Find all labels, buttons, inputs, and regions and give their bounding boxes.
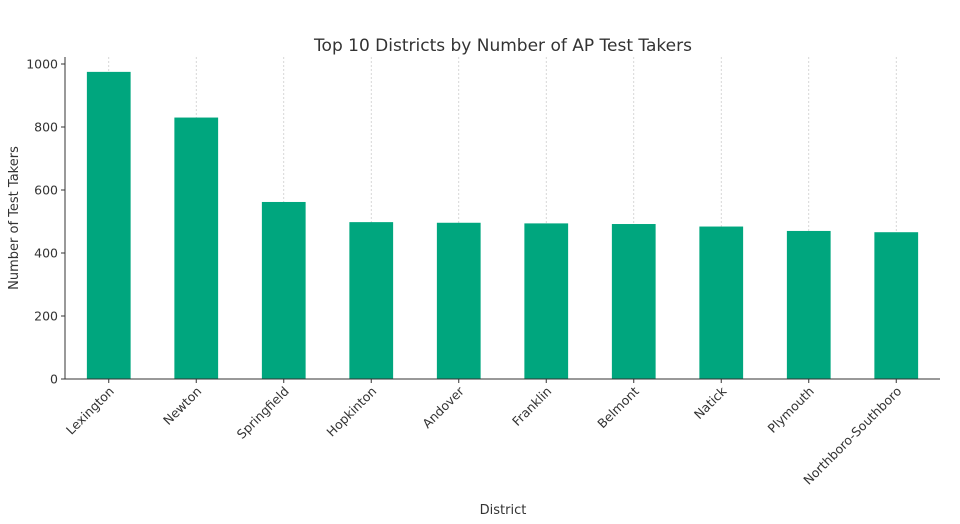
bar-natick [699, 226, 744, 379]
x-tick-label: Hopkinton [323, 384, 379, 440]
bar-franklin [524, 223, 569, 379]
x-tick-label: Lexington [63, 384, 117, 438]
bar-hopkinton [349, 222, 394, 379]
x-tick-label: Springfield [234, 384, 292, 442]
gridlines [108, 57, 897, 379]
bar-plymouth [786, 230, 831, 379]
bar-newton [174, 117, 219, 380]
y-tick-label: 600 [34, 183, 58, 198]
bar-northboro-southboro [874, 232, 919, 379]
bar-lexington [86, 71, 131, 379]
x-tick-label: Newton [160, 384, 204, 428]
bars [86, 71, 919, 380]
x-tick-label: Belmont [594, 383, 642, 431]
y-tick-label: 800 [34, 120, 58, 135]
y-tick-label: 200 [34, 309, 58, 324]
x-axis-label: District [480, 503, 527, 518]
x-tick-label: Plymouth [765, 384, 817, 436]
y-tick-label: 0 [50, 372, 58, 387]
bar-springfield [261, 201, 306, 379]
bar-belmont [611, 224, 656, 379]
x-tick-label: Northboro-Southboro [800, 384, 904, 488]
axes [61, 57, 940, 383]
bar-andover [436, 222, 481, 379]
y-tick-label: 1000 [26, 57, 58, 72]
x-tick-label: Andover [419, 383, 467, 431]
x-tick-label: Franklin [509, 384, 554, 429]
x-tick-label: Natick [691, 383, 730, 422]
y-tick-label: 400 [34, 246, 58, 261]
chart-title: Top 10 Districts by Number of AP Test Ta… [313, 36, 692, 56]
y-axis-label: Number of Test Takers [7, 146, 22, 290]
